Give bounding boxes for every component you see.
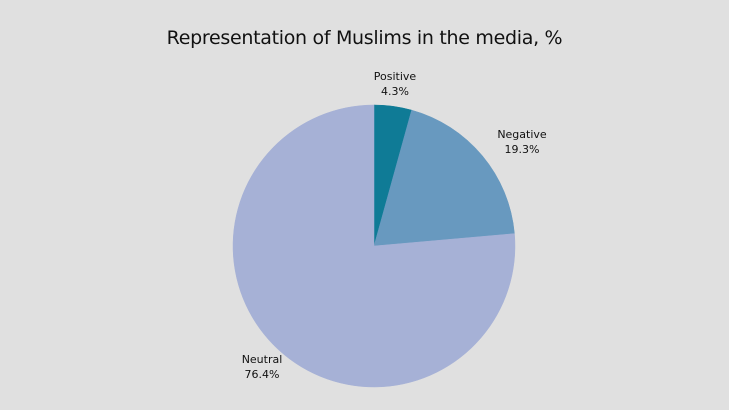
slice-value-negative: 19.3%	[505, 143, 540, 156]
pie-labels: Positive 4.3% Negative 19.3% Neutral 76.4%	[242, 70, 547, 381]
pie-slice-negative	[373, 109, 515, 247]
slice-label-positive: Positive	[374, 70, 417, 83]
chart-title: Representation of Muslims in the media, …	[166, 27, 563, 49]
pie-slices	[232, 104, 516, 388]
slice-value-positive: 4.3%	[381, 85, 409, 98]
slice-label-neutral: Neutral	[242, 353, 283, 366]
slice-value-neutral: 76.4%	[245, 368, 280, 381]
slice-label-negative: Negative	[497, 128, 547, 141]
pie-slice-neutral	[232, 104, 516, 388]
